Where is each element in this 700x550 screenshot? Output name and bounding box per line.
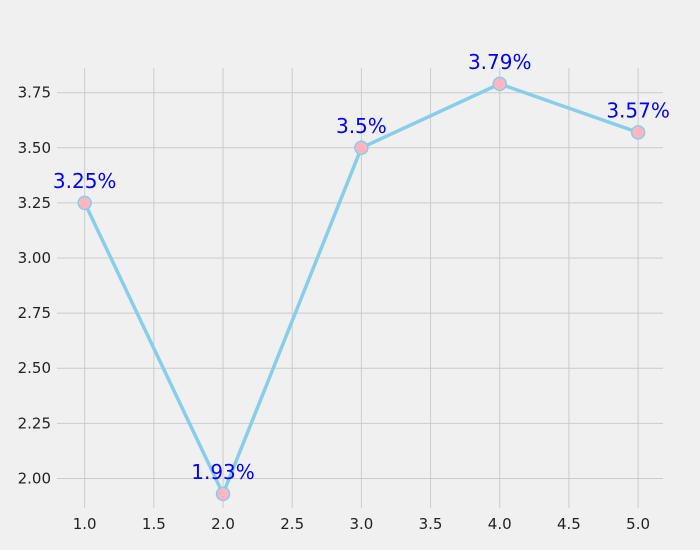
x-tick-label: 1.5 xyxy=(142,515,166,533)
y-tick-label: 2.75 xyxy=(18,304,51,322)
grid xyxy=(57,68,663,508)
y-tick-label: 3.25 xyxy=(18,194,51,212)
data-point xyxy=(77,195,92,211)
x-tick-label: 3.5 xyxy=(419,515,443,533)
data-label: 3.79% xyxy=(468,50,532,74)
data-point xyxy=(492,76,507,92)
x-axis-tick-labels: 1.0 1.5 2.0 2.5 3.0 3.5 4.0 4.5 5.0 xyxy=(73,515,650,533)
y-axis-tick-labels: 2.00 2.25 2.50 2.75 3.00 3.25 3.50 3.75 xyxy=(18,84,51,488)
x-tick-label: 1.0 xyxy=(73,515,97,533)
data-points xyxy=(77,76,646,502)
y-tick-label: 3.75 xyxy=(18,84,51,102)
x-tick-label: 4.0 xyxy=(488,515,512,533)
x-tick-label: 2.0 xyxy=(211,515,235,533)
data-label: 3.5% xyxy=(336,114,387,138)
data-label: 3.57% xyxy=(606,98,670,122)
y-tick-label: 3.50 xyxy=(18,139,51,157)
x-tick-label: 3.0 xyxy=(349,515,373,533)
y-tick-label: 2.25 xyxy=(18,414,51,432)
y-tick-label: 2.50 xyxy=(18,359,51,377)
data-label: 3.25% xyxy=(53,169,117,193)
y-tick-label: 2.00 xyxy=(18,469,51,487)
data-point xyxy=(354,140,369,156)
x-tick-label: 4.5 xyxy=(557,515,581,533)
x-tick-label: 2.5 xyxy=(280,515,304,533)
y-tick-label: 3.00 xyxy=(18,249,51,267)
x-tick-label: 5.0 xyxy=(626,515,650,533)
data-point xyxy=(215,486,231,502)
data-label: 1.93% xyxy=(191,460,255,484)
data-labels: 3.25% 1.93% 3.5% 3.79% 3.57% xyxy=(53,50,670,484)
data-point xyxy=(630,125,646,140)
